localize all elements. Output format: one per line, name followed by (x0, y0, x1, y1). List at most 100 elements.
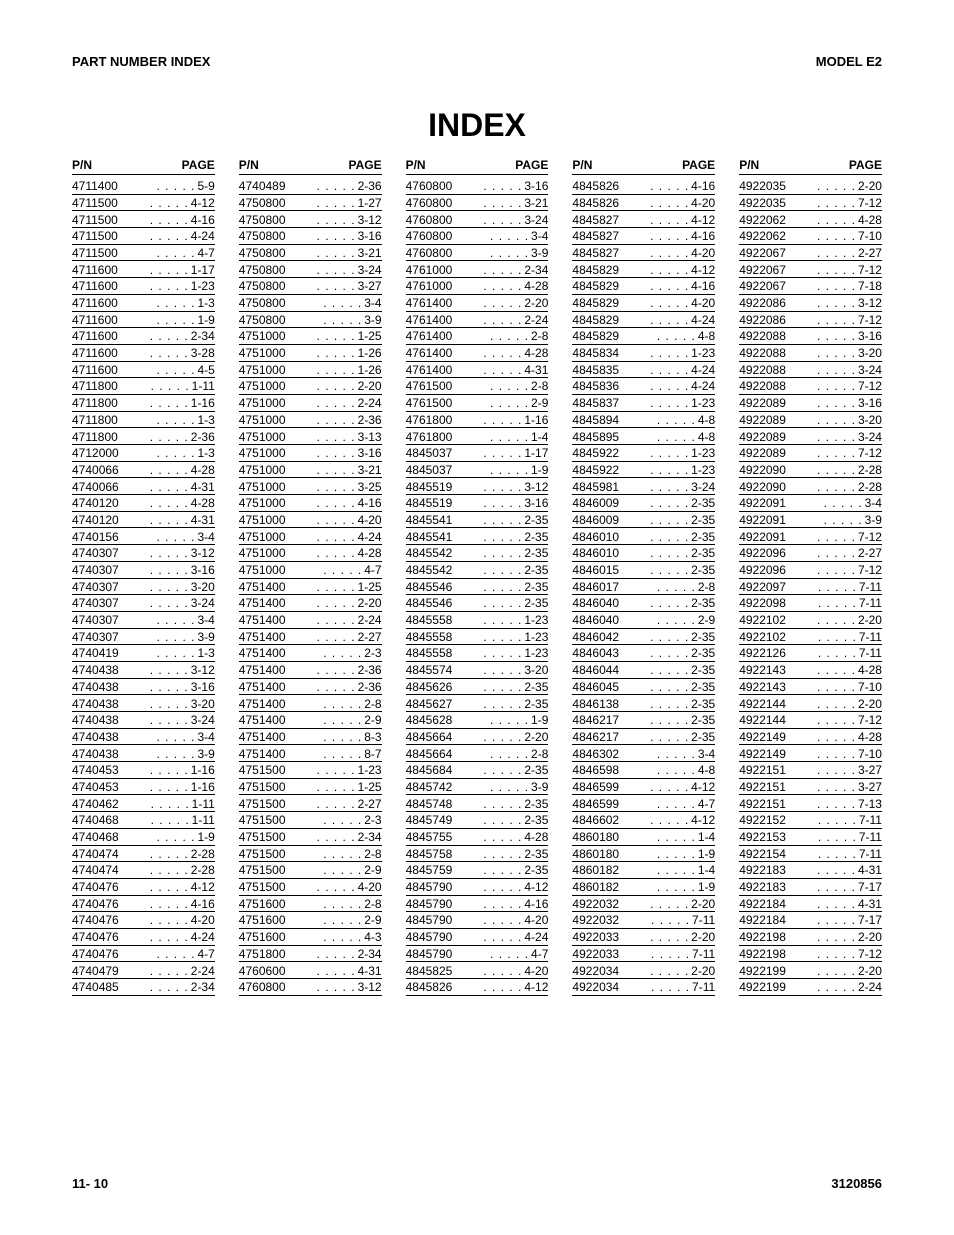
part-number: 4760800 (239, 981, 286, 993)
leader-dots: . . . . . (452, 180, 524, 192)
index-entry: 4922096 . . . . . 7-12 (739, 562, 882, 579)
part-number: 4712000 (72, 447, 119, 459)
leader-dots: . . . . . (452, 581, 524, 593)
part-number: 4845827 (572, 214, 619, 226)
leader-dots: . . . . . (119, 764, 191, 776)
part-number: 4846010 (572, 547, 619, 559)
index-entry: 4751000 . . . . . 2-36 (239, 412, 382, 429)
leader-dots: . . . . . (786, 397, 858, 409)
leader-dots: . . . . . (786, 547, 858, 559)
leader-dots: . . . . . (786, 197, 858, 209)
part-number: 4761400 (406, 347, 453, 359)
index-entry: 4711500 . . . . . 4-7 (72, 245, 215, 262)
part-number: 4845922 (572, 464, 619, 476)
part-number: 4860180 (572, 831, 619, 843)
index-entry: 4845827 . . . . . 4-16 (572, 228, 715, 245)
index-entry: 4922089 . . . . . 7-12 (739, 445, 882, 462)
part-number: 4740307 (72, 631, 119, 643)
leader-dots: . . . . . (119, 481, 191, 493)
page-ref: 2-36 (358, 664, 382, 676)
part-number: 4760800 (406, 180, 453, 192)
index-entry: 4711800 . . . . . 1-11 (72, 378, 215, 395)
leader-dots: . . . . . (619, 965, 691, 977)
leader-dots: . . . . . (119, 848, 191, 860)
part-number: 4740474 (72, 848, 119, 860)
index-entry: 4845749 . . . . . 2-35 (406, 812, 549, 829)
page-ref: 2-27 (858, 547, 882, 559)
leader-dots: . . . . . (118, 247, 198, 259)
page-ref: 2-34 (191, 981, 215, 993)
part-number: 4922088 (739, 364, 786, 376)
part-number: 4751000 (239, 514, 286, 526)
page-ref: 2-20 (858, 614, 882, 626)
section-label: PART NUMBER INDEX (72, 54, 210, 69)
index-entry: 4711800 . . . . . 1-3 (72, 412, 215, 429)
index-entry: 4922032 . . . . . 2-20 (572, 896, 715, 913)
page-ref: 2-28 (858, 464, 882, 476)
page-ref: 3-16 (358, 447, 382, 459)
part-number: 4846009 (572, 514, 619, 526)
leader-dots: . . . . . (118, 364, 198, 376)
page-ref: 1-3 (197, 414, 214, 426)
leader-dots: . . . . . (286, 180, 358, 192)
page-ref: 2-35 (691, 647, 715, 659)
leader-dots: . . . . . (619, 247, 691, 259)
index-entry: 4922088 . . . . . 3-16 (739, 328, 882, 345)
leader-dots: . . . . . (286, 748, 365, 760)
part-number: 4740120 (72, 514, 119, 526)
part-number: 4751000 (239, 330, 286, 342)
leader-dots: . . . . . (286, 547, 358, 559)
leader-dots: . . . . . (452, 664, 524, 676)
index-entry: 4711600 . . . . . 4-5 (72, 362, 215, 379)
leader-dots: . . . . . (119, 731, 198, 743)
index-entry: 4860180 . . . . . 1-9 (572, 846, 715, 863)
index-entry: 4845519 . . . . . 3-16 (406, 495, 549, 512)
index-entry: 4761000 . . . . . 4-28 (406, 278, 549, 295)
part-number: 4922088 (739, 347, 786, 359)
part-number: 4751000 (239, 481, 286, 493)
index-entry: 4845834 . . . . . 1-23 (572, 345, 715, 362)
index-entry: 4846010 . . . . . 2-35 (572, 545, 715, 562)
leader-dots: . . . . . (786, 564, 858, 576)
page-ref: 4-7 (197, 948, 214, 960)
part-number: 4922086 (739, 314, 786, 326)
part-number: 4922089 (739, 447, 786, 459)
part-number: 4845790 (406, 914, 453, 926)
index-entry: 4751400 . . . . . 8-7 (239, 745, 382, 762)
index-entry: 4750800 . . . . . 3-4 (239, 295, 382, 312)
index-entry: 4750800 . . . . . 3-27 (239, 278, 382, 295)
index-entry: 4846602 . . . . . 4-12 (572, 812, 715, 829)
index-entry: 4740462 . . . . . 1-11 (72, 795, 215, 812)
index-column: P/NPAGE4845826 . . . . . 4-164845826 . .… (572, 158, 715, 996)
part-number: 4845790 (406, 931, 453, 943)
index-entry: 4751500 . . . . . 1-25 (239, 779, 382, 796)
part-number: 4922151 (739, 781, 786, 793)
leader-dots: . . . . . (286, 297, 365, 309)
part-number: 4751400 (239, 681, 286, 693)
page-ref: 1-23 (691, 464, 715, 476)
leader-dots: . . . . . (786, 264, 858, 276)
index-entry: 4845790 . . . . . 4-16 (406, 896, 549, 913)
leader-dots: . . . . . (286, 314, 365, 326)
leader-dots: . . . . . (452, 197, 524, 209)
part-number: 4760800 (406, 214, 453, 226)
index-entry: 4845558 . . . . . 1-23 (406, 629, 549, 646)
part-number: 4846040 (572, 597, 619, 609)
index-entry: 4740476 . . . . . 4-24 (72, 929, 215, 946)
part-number: 4740438 (72, 731, 119, 743)
part-number: 4751500 (239, 798, 286, 810)
page-ref: 4-31 (524, 364, 548, 376)
index-entry: 4922090 . . . . . 2-28 (739, 462, 882, 479)
leader-dots: . . . . . (786, 447, 858, 459)
index-entry: 4760800 . . . . . 3-21 (406, 195, 549, 212)
leader-dots: . . . . . (286, 581, 358, 593)
index-entry: 4751000 . . . . . 2-24 (239, 395, 382, 412)
leader-dots: . . . . . (619, 881, 698, 893)
leader-dots: . . . . . (619, 981, 692, 993)
part-number: 4751400 (239, 614, 286, 626)
index-entry: 4751000 . . . . . 1-25 (239, 328, 382, 345)
index-entry: 4750800 . . . . . 3-21 (239, 245, 382, 262)
part-number: 4750800 (239, 314, 286, 326)
leader-dots: . . . . . (786, 681, 858, 693)
index-entry: 4740468 . . . . . 1-11 (72, 812, 215, 829)
